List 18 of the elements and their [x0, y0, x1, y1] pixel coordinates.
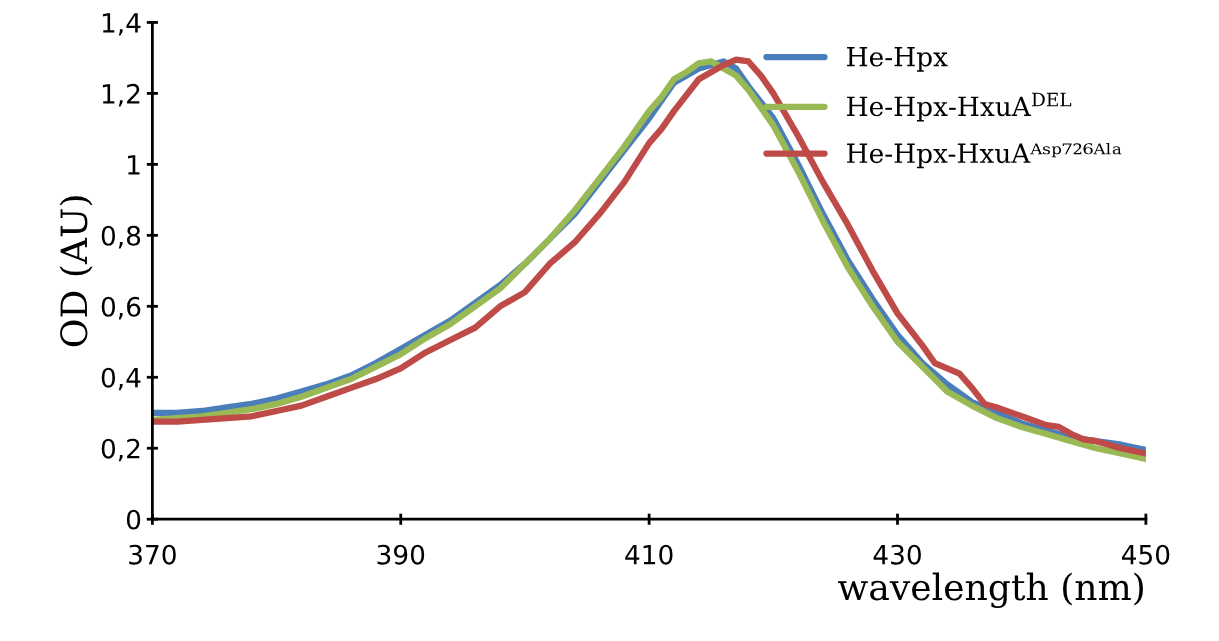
legend-label: He-Hpx-HxuAᴬˢᵖ⁷²⁶ᴬˡᵃ: [847, 142, 1122, 169]
x-tick-label: 410: [625, 544, 673, 565]
legend-label: He-Hpx: [847, 47, 948, 72]
x-tick-label: 450: [1121, 544, 1170, 565]
y-tick-label: 1,4: [102, 13, 141, 36]
x-axis-title: wavelength (nm): [838, 572, 1143, 608]
y-tick-label: 0,2: [101, 438, 140, 462]
y-tick-label: 1,2: [102, 83, 140, 107]
x-tick-label: 430: [873, 544, 921, 565]
y-tick-label: 0: [126, 509, 141, 530]
y-tick-label: 0,6: [101, 296, 141, 320]
legend-label: He-Hpx-HxuA$^{DEL}$: [847, 92, 1072, 122]
x-tick-label: 370: [129, 544, 176, 565]
x-tick-label: 390: [377, 544, 425, 565]
y-tick-label: 0,8: [101, 225, 141, 249]
y-axis-title: OD (AU): [59, 196, 93, 347]
y-tick-label: 0,4: [101, 367, 141, 391]
y-tick-label: 1: [128, 155, 140, 175]
